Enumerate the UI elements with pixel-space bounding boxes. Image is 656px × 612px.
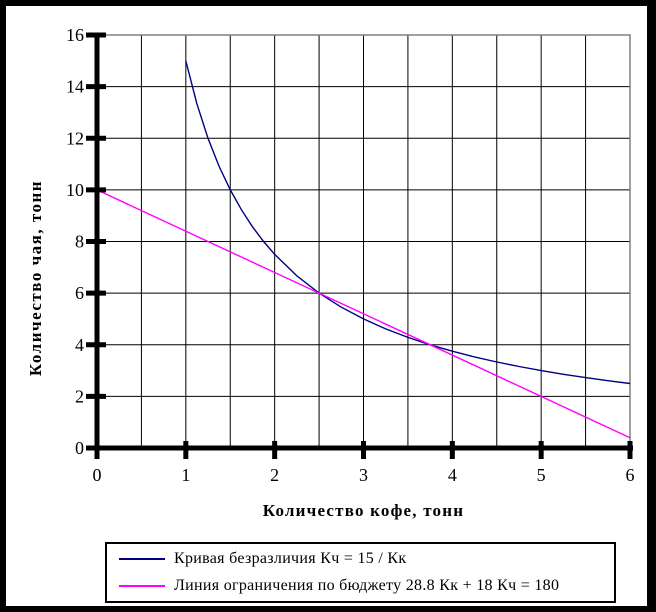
legend-item-indifference-curve: Кривая безразличия Кч = 15 / Кк [119,546,614,573]
series-line-indifference-curve [185,60,631,385]
y-tick-label: 14 [66,77,84,97]
legend: Кривая безразличия Кч = 15 / Кк Линия ог… [105,542,616,603]
x-tick-label: 1 [181,465,190,485]
x-tick-label: 6 [626,465,635,485]
x-tick-label: 2 [270,465,279,485]
x-tick-label: 5 [537,465,546,485]
x-tick-label: 3 [359,465,368,485]
legend-line-sample-indifference-curve [119,558,165,560]
y-tick-label: 12 [66,128,84,148]
legend-label-indifference-curve: Кривая безразличия Кч = 15 / Кк [174,550,407,567]
y-tick-label: 16 [66,25,84,45]
y-tick-label: 4 [75,335,84,355]
y-axis-title: Количество чая, тонн [26,179,45,377]
y-tick-label: 6 [75,283,84,303]
y-tick-label: 8 [75,232,84,252]
series-line-budget-line [96,189,631,439]
legend-line-sample-budget-line [119,585,165,587]
legend-item-budget-line: Линия ограничения по бюджету 28.8 Кк + 1… [119,573,614,600]
y-tick-label: 2 [75,386,84,406]
y-tick-label: 10 [66,180,84,200]
legend-label-budget-line: Линия ограничения по бюджету 28.8 Кк + 1… [174,577,560,594]
x-tick-label: 0 [93,465,102,485]
x-tick-label: 4 [448,465,457,485]
y-tick-label: 0 [75,438,84,458]
x-axis-title: Количество кофе, тонн [262,501,465,520]
